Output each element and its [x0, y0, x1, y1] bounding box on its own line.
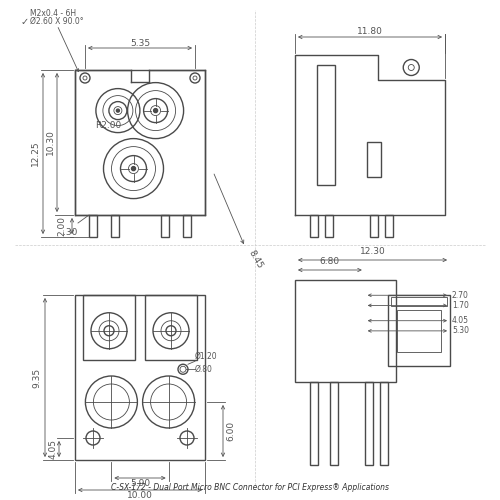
Circle shape	[116, 109, 119, 112]
Text: .30: .30	[63, 228, 77, 237]
Text: ✓: ✓	[21, 17, 29, 27]
Bar	[367, 142, 381, 177]
Bar	[325, 215, 333, 237]
Bar	[89, 215, 97, 237]
Text: 12.25: 12.25	[30, 140, 40, 166]
Circle shape	[132, 166, 136, 170]
Text: Ø.80: Ø.80	[195, 365, 213, 374]
Circle shape	[154, 108, 158, 112]
Text: 4.05: 4.05	[452, 316, 469, 325]
Bar	[370, 215, 378, 237]
Text: 9.35: 9.35	[32, 368, 42, 388]
Text: 2.70: 2.70	[452, 291, 469, 300]
Text: 5.90: 5.90	[130, 478, 150, 488]
Text: M2x0.4 - 6H: M2x0.4 - 6H	[30, 9, 76, 18]
Bar	[398, 310, 440, 352]
Bar	[75, 295, 205, 460]
Text: 10.00: 10.00	[127, 490, 153, 500]
Bar	[365, 382, 373, 465]
Text: 2.00: 2.00	[58, 216, 66, 236]
Text: Ø2.60 X 90.0°: Ø2.60 X 90.0°	[30, 17, 84, 26]
Text: 12.30: 12.30	[360, 247, 386, 256]
Bar	[111, 215, 119, 237]
Text: C-SX-172 - Dual Port Micro BNC Connector for PCI Express® Applications: C-SX-172 - Dual Port Micro BNC Connector…	[111, 483, 389, 492]
Text: 8.45: 8.45	[247, 249, 265, 271]
Bar	[83, 295, 135, 360]
Bar	[145, 295, 197, 360]
Text: Ø1.20: Ø1.20	[195, 352, 218, 361]
Bar	[295, 280, 396, 382]
Bar	[310, 215, 318, 237]
Bar	[388, 296, 450, 366]
Text: 4.05: 4.05	[48, 439, 58, 459]
Text: 1.70: 1.70	[452, 301, 469, 310]
Bar	[391, 298, 447, 306]
Text: 10.30: 10.30	[46, 130, 54, 156]
Text: 6.80: 6.80	[319, 257, 339, 266]
Text: 5.35: 5.35	[130, 38, 150, 48]
Text: 5.30: 5.30	[452, 326, 469, 336]
Bar	[385, 215, 393, 237]
Bar	[161, 215, 169, 237]
Text: 11.80: 11.80	[357, 28, 383, 36]
Bar	[183, 215, 191, 237]
Bar	[330, 382, 338, 465]
Bar	[310, 382, 318, 465]
Bar	[75, 70, 205, 215]
Text: R2.00: R2.00	[95, 120, 121, 130]
Bar	[380, 382, 388, 465]
Text: 6.00: 6.00	[226, 421, 235, 441]
Bar	[317, 65, 335, 185]
